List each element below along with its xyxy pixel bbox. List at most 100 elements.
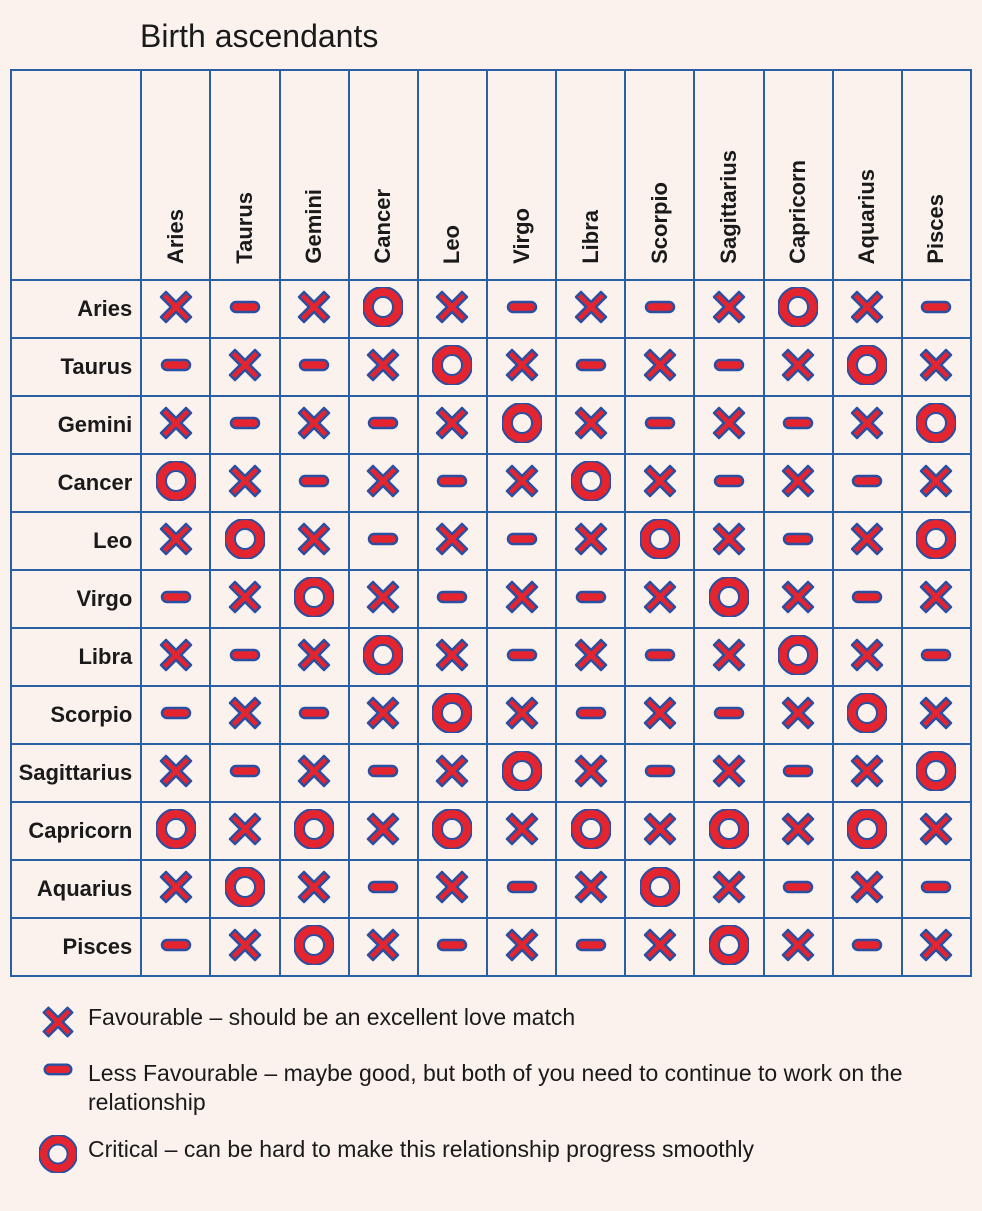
favourable-icon xyxy=(156,287,196,327)
favourable-icon xyxy=(294,287,334,327)
favourable-icon xyxy=(709,287,749,327)
legend-text: Less Favourable – maybe good, but both o… xyxy=(88,1059,958,1117)
less-favourable-icon xyxy=(432,934,472,956)
favourable-icon xyxy=(778,925,818,965)
favourable-icon xyxy=(156,635,196,675)
table-row: Libra xyxy=(11,628,971,686)
compat-cell xyxy=(418,570,487,628)
compat-cell xyxy=(141,918,210,976)
less-favourable-icon xyxy=(571,702,611,724)
compat-cell xyxy=(418,280,487,338)
compat-cell xyxy=(280,918,349,976)
compat-cell xyxy=(141,280,210,338)
less-favourable-icon xyxy=(571,354,611,376)
compat-cell xyxy=(625,860,694,918)
less-favourable-icon xyxy=(502,528,542,550)
compat-cell xyxy=(280,338,349,396)
row-header: Sagittarius xyxy=(11,744,141,802)
row-header: Gemini xyxy=(11,396,141,454)
legend-row: Less Favourable – maybe good, but both o… xyxy=(28,1059,958,1135)
less-favourable-icon xyxy=(28,1059,88,1080)
favourable-icon xyxy=(294,635,334,675)
table-row: Sagittarius xyxy=(11,744,971,802)
favourable-icon xyxy=(571,287,611,327)
critical-icon xyxy=(432,809,472,849)
compat-cell xyxy=(625,454,694,512)
favourable-icon xyxy=(28,1003,88,1041)
favourable-icon xyxy=(916,809,956,849)
corner-cell xyxy=(11,70,141,280)
col-header-label: Cancer xyxy=(370,189,396,264)
less-favourable-icon xyxy=(847,586,887,608)
compat-cell xyxy=(764,628,833,686)
col-header: Gemini xyxy=(280,70,349,280)
compat-cell xyxy=(556,802,625,860)
less-favourable-icon xyxy=(156,702,196,724)
compat-cell xyxy=(487,918,556,976)
compat-cell xyxy=(556,686,625,744)
row-header: Cancer xyxy=(11,454,141,512)
compat-cell xyxy=(349,686,418,744)
compat-cell xyxy=(694,570,763,628)
compat-cell xyxy=(280,396,349,454)
favourable-icon xyxy=(640,461,680,501)
compat-cell xyxy=(833,686,902,744)
compat-cell xyxy=(141,512,210,570)
compat-cell xyxy=(833,918,902,976)
compat-cell xyxy=(625,686,694,744)
compat-cell xyxy=(902,396,971,454)
compat-cell xyxy=(487,802,556,860)
compat-cell xyxy=(833,802,902,860)
less-favourable-icon xyxy=(640,644,680,666)
less-favourable-icon xyxy=(432,470,472,492)
compat-cell xyxy=(487,396,556,454)
compat-cell xyxy=(210,396,279,454)
favourable-icon xyxy=(571,751,611,791)
critical-icon xyxy=(640,519,680,559)
less-favourable-icon xyxy=(709,354,749,376)
compat-cell xyxy=(487,280,556,338)
favourable-icon xyxy=(916,925,956,965)
favourable-icon xyxy=(709,867,749,907)
table-row: Scorpio xyxy=(11,686,971,744)
compat-cell xyxy=(418,860,487,918)
less-favourable-icon xyxy=(916,876,956,898)
compat-cell xyxy=(210,860,279,918)
compat-cell xyxy=(210,454,279,512)
critical-icon xyxy=(363,635,403,675)
favourable-icon xyxy=(432,403,472,443)
favourable-icon xyxy=(916,345,956,385)
compat-cell xyxy=(833,280,902,338)
col-header: Capricorn xyxy=(764,70,833,280)
col-header-label: Libra xyxy=(578,210,604,264)
compat-cell xyxy=(141,860,210,918)
critical-icon xyxy=(502,751,542,791)
compat-cell xyxy=(625,918,694,976)
compat-cell xyxy=(141,570,210,628)
favourable-icon xyxy=(225,461,265,501)
table-row: Virgo xyxy=(11,570,971,628)
compat-cell xyxy=(902,628,971,686)
legend: Favourable – should be an excellent love… xyxy=(10,977,972,1201)
row-header: Taurus xyxy=(11,338,141,396)
favourable-icon xyxy=(778,809,818,849)
col-header: Sagittarius xyxy=(694,70,763,280)
favourable-icon xyxy=(640,577,680,617)
critical-icon xyxy=(847,345,887,385)
critical-icon xyxy=(916,403,956,443)
compat-cell xyxy=(141,628,210,686)
critical-icon xyxy=(709,577,749,617)
critical-icon xyxy=(225,519,265,559)
compat-cell xyxy=(349,628,418,686)
compat-cell xyxy=(141,396,210,454)
critical-icon xyxy=(847,693,887,733)
compat-cell xyxy=(210,918,279,976)
less-favourable-icon xyxy=(363,528,403,550)
less-favourable-icon xyxy=(571,934,611,956)
row-header: Libra xyxy=(11,628,141,686)
favourable-icon xyxy=(156,403,196,443)
compat-cell xyxy=(280,802,349,860)
compat-cell xyxy=(764,918,833,976)
critical-icon xyxy=(571,461,611,501)
compat-cell xyxy=(625,570,694,628)
